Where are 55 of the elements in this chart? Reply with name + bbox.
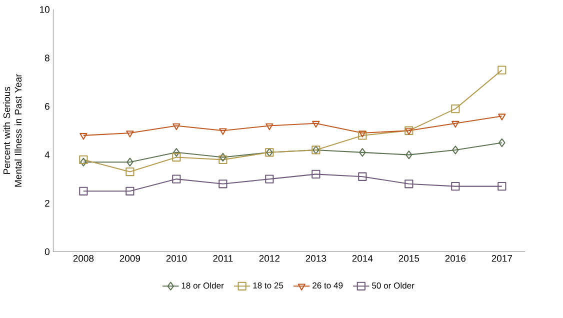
legend-label: 18 or Older <box>182 282 224 288</box>
x-tick-label: 2017 <box>492 254 512 262</box>
x-tick-label: 2009 <box>120 254 140 262</box>
point <box>172 174 181 184</box>
legend-label: 50 or Older <box>372 282 414 288</box>
x-tick-label: 2013 <box>306 254 326 262</box>
y-tick-label: 8 <box>44 54 50 62</box>
y-tick-label: 0 <box>44 248 50 255</box>
point <box>451 182 460 190</box>
y-tick-label: 4 <box>44 151 50 158</box>
point <box>218 155 228 164</box>
point <box>404 179 414 188</box>
point <box>265 174 274 184</box>
x-tick-label: 2010 <box>166 254 187 262</box>
point <box>172 123 180 130</box>
point <box>80 132 88 140</box>
point <box>218 179 228 188</box>
x-tick-label: 2015 <box>398 254 420 262</box>
x-tick-label: 2016 <box>445 254 466 262</box>
point <box>452 120 460 128</box>
point <box>126 186 134 196</box>
point <box>266 123 274 130</box>
y-axis-title: Percent with Serious Mental Illness in Past Year <box>3 74 22 186</box>
point <box>219 128 227 135</box>
y-tick-label: 10 <box>40 6 50 13</box>
point <box>358 130 367 140</box>
point <box>312 120 320 128</box>
point <box>126 130 134 138</box>
x-tick-label: 2012 <box>259 254 280 262</box>
x-tick-label: 2008 <box>73 254 94 262</box>
point <box>406 150 412 159</box>
point <box>126 167 134 176</box>
point <box>126 158 134 166</box>
point <box>172 152 181 162</box>
legend-label: 26 to 49 <box>312 282 343 288</box>
point <box>498 182 506 190</box>
x-tick-label: 2014 <box>352 254 373 262</box>
point <box>358 130 366 138</box>
point <box>452 145 459 154</box>
point <box>498 66 506 74</box>
point <box>451 104 460 113</box>
point <box>359 148 366 157</box>
point <box>358 172 367 181</box>
point <box>79 155 88 164</box>
point <box>312 170 320 178</box>
point <box>220 152 226 162</box>
point <box>79 186 88 196</box>
point <box>80 158 87 166</box>
y-tick-label: 6 <box>45 102 50 110</box>
point <box>498 138 506 147</box>
y-tick-label: 2 <box>45 200 50 206</box>
x-tick-label: 2011 <box>213 254 233 262</box>
point <box>498 113 506 120</box>
point <box>173 148 180 157</box>
legend-label: 18 to 25 <box>253 282 284 288</box>
